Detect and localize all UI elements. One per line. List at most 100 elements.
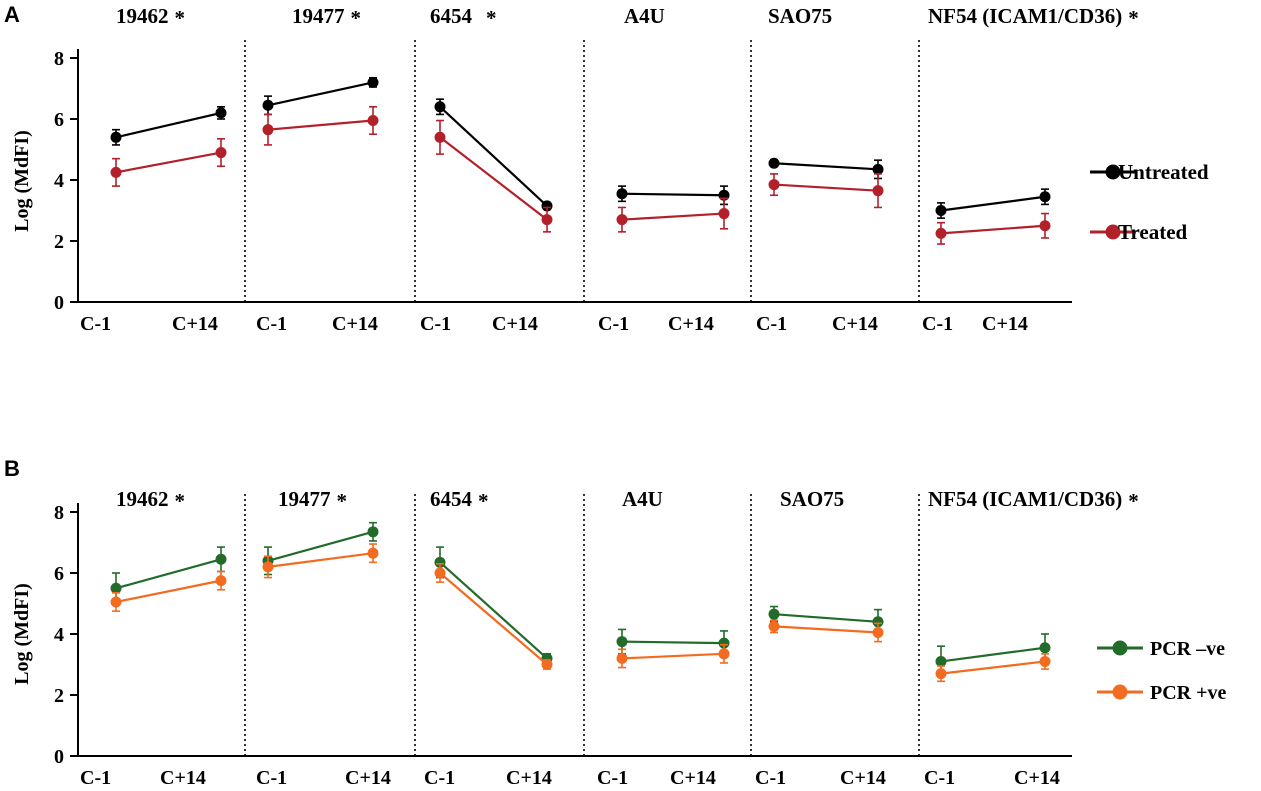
group-title: A4U — [624, 4, 665, 28]
y-tick-label: 8 — [54, 48, 64, 70]
x-tick-label: C+14 — [832, 313, 878, 335]
x-tick-label: C+14 — [670, 767, 716, 789]
x-tick-label: C-1 — [597, 767, 628, 789]
data-point-treated — [1039, 220, 1051, 232]
data-point-untreated — [262, 99, 274, 111]
y-tick-label: 2 — [54, 231, 64, 253]
x-tick-label: C-1 — [256, 767, 287, 789]
series-line-treated — [439, 136, 548, 221]
data-point-untreated — [768, 157, 780, 169]
data-point-pcr_neg — [935, 655, 947, 667]
data-point-pcr_neg — [215, 553, 227, 565]
data-point-untreated — [215, 107, 227, 119]
data-point-pcr_neg — [110, 582, 122, 594]
group-title: 19462 — [116, 487, 169, 511]
series-line-pcr_pos — [267, 552, 374, 568]
group-title: 19477 — [278, 487, 331, 511]
x-tick-label: C+14 — [345, 767, 391, 789]
data-point-pcr_pos — [872, 626, 884, 638]
series-line-pcr_neg — [267, 530, 374, 562]
y-tick-label: 6 — [54, 563, 64, 585]
legend-label: Treated — [1118, 220, 1188, 244]
series-line-pcr_pos — [439, 572, 548, 666]
data-point-pcr_pos — [718, 648, 730, 660]
series-line-treated — [267, 119, 374, 131]
data-point-pcr_neg — [434, 556, 446, 568]
data-point-pcr_neg — [367, 526, 379, 538]
series-line-untreated — [267, 81, 374, 107]
data-point-treated — [110, 166, 122, 178]
series-line-untreated — [115, 111, 222, 139]
x-tick-label: C+14 — [172, 313, 218, 335]
x-tick-label: C+14 — [492, 313, 538, 335]
series-line-untreated — [940, 195, 1046, 212]
x-tick-label: C-1 — [256, 313, 287, 335]
data-point-pcr_pos — [768, 620, 780, 632]
legend-label: PCR +ve — [1150, 682, 1227, 704]
data-point-pcr_pos — [262, 561, 274, 573]
group-title: SAO75 — [768, 4, 832, 28]
data-point-treated — [434, 131, 446, 143]
data-point-pcr_neg — [1039, 642, 1051, 654]
data-point-treated — [935, 227, 947, 239]
x-tick-label: C-1 — [922, 313, 953, 335]
legend-marker — [1112, 640, 1128, 656]
series-line-pcr_neg — [940, 646, 1046, 663]
y-tick-label: 2 — [54, 685, 64, 707]
x-tick-label: C-1 — [424, 767, 455, 789]
series-line-treated — [940, 224, 1046, 235]
series-line-pcr_pos — [773, 625, 879, 634]
y-tick-label: 6 — [54, 109, 64, 131]
significance-star: * — [1128, 489, 1139, 513]
y-tick-label: 0 — [54, 292, 64, 314]
series-line-pcr_neg — [773, 613, 879, 623]
group-title: 6454 — [430, 4, 473, 28]
y-axis-label: Log (MdFI) — [11, 130, 33, 232]
x-tick-label: C-1 — [80, 313, 111, 335]
series-line-treated — [621, 212, 725, 221]
data-point-treated — [872, 185, 884, 197]
significance-star: * — [478, 489, 489, 513]
data-point-pcr_pos — [616, 652, 628, 664]
significance-star: * — [175, 489, 186, 513]
data-point-pcr_pos — [1039, 655, 1051, 667]
group-title: 6454 — [430, 487, 473, 511]
y-axis-label: Log (MdFI) — [11, 583, 33, 685]
significance-star: * — [351, 6, 362, 30]
data-point-pcr_pos — [935, 668, 947, 680]
data-point-pcr_pos — [434, 567, 446, 579]
series-line-untreated — [773, 162, 879, 171]
y-tick-label: 0 — [54, 746, 64, 768]
x-tick-label: C-1 — [420, 313, 451, 335]
data-point-untreated — [616, 188, 628, 200]
data-point-untreated — [935, 205, 947, 216]
data-point-untreated — [872, 163, 884, 175]
data-point-untreated — [1039, 191, 1051, 203]
x-tick-label: C-1 — [598, 313, 629, 335]
legend-marker — [1112, 684, 1128, 700]
data-point-treated — [616, 214, 628, 226]
data-point-pcr_pos — [541, 659, 553, 670]
y-tick-label: 8 — [54, 502, 64, 524]
series-line-treated — [115, 151, 222, 174]
x-tick-label: C+14 — [160, 767, 206, 789]
data-point-treated — [768, 179, 780, 191]
data-point-treated — [367, 115, 379, 127]
significance-star: * — [486, 6, 497, 30]
legend-marker — [1105, 164, 1121, 180]
series-line-pcr_neg — [621, 640, 725, 645]
x-tick-label: C-1 — [756, 313, 787, 335]
data-point-untreated — [434, 101, 446, 113]
legend-label: PCR –ve — [1150, 638, 1225, 660]
data-point-treated — [718, 208, 730, 220]
x-tick-label: C+14 — [506, 767, 552, 789]
series-line-pcr_neg — [115, 558, 222, 590]
x-tick-label: C-1 — [80, 767, 111, 789]
x-tick-label: C+14 — [840, 767, 886, 789]
legend-marker — [1105, 224, 1121, 240]
x-tick-label: C+14 — [982, 313, 1028, 335]
x-tick-label: C+14 — [668, 313, 714, 335]
significance-star: * — [175, 6, 186, 30]
panel-label-a: A — [4, 2, 20, 27]
data-point-pcr_pos — [215, 575, 227, 587]
